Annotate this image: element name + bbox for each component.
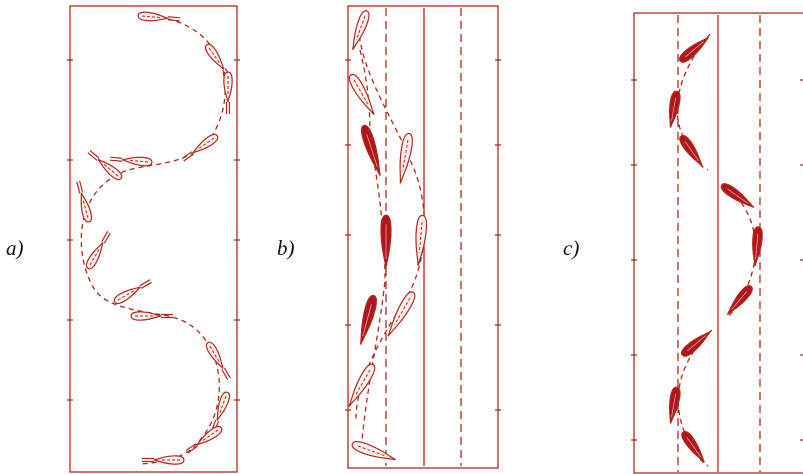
panel-b-body xyxy=(415,214,428,266)
leaf-midline xyxy=(103,163,119,177)
panel-c-body xyxy=(669,386,681,424)
leaf-midline xyxy=(418,221,423,253)
leaf-vein xyxy=(671,393,677,418)
leaf-vein xyxy=(755,233,759,260)
panel-b-body xyxy=(351,441,396,461)
leaf-solid-icon xyxy=(360,295,377,345)
panel-c-body xyxy=(726,285,753,315)
leaf-tail xyxy=(185,443,198,454)
panel-a-body xyxy=(142,455,185,465)
leaf-solid-icon xyxy=(752,226,763,267)
leaf-vein xyxy=(362,304,372,337)
panel-b-body xyxy=(360,295,377,345)
panel-a-body xyxy=(223,71,233,114)
panel-a-body xyxy=(130,311,173,321)
panel-b-body xyxy=(348,363,376,407)
panel-a-body xyxy=(185,425,223,454)
panel-c-body xyxy=(752,226,763,267)
panel-a xyxy=(67,5,240,473)
panel-c-body xyxy=(679,134,703,167)
panel-c-body xyxy=(720,183,755,209)
leaf-tail xyxy=(225,102,231,114)
panel-b xyxy=(345,5,501,469)
panel-a-body xyxy=(181,133,219,162)
leaf-outline-icon xyxy=(352,10,370,51)
leaf-outline-icon xyxy=(80,192,93,223)
leaf-midline xyxy=(208,47,220,64)
leaf-midline xyxy=(89,248,100,266)
leaf-midline xyxy=(209,345,220,363)
leaf-midline xyxy=(402,139,409,171)
panel-frame xyxy=(633,12,803,474)
leaf-midline xyxy=(394,297,411,325)
leaf-tail xyxy=(221,367,231,380)
leaf-vein xyxy=(684,141,700,162)
panel-a-body xyxy=(137,11,181,22)
panel-b-body xyxy=(387,291,416,337)
panel-c-body xyxy=(681,430,705,463)
leaf-tail xyxy=(161,313,173,319)
panel-frame xyxy=(347,5,499,469)
leaf-tail xyxy=(167,16,181,22)
panel-c-label: c) xyxy=(563,236,580,260)
leaf-vein xyxy=(684,41,704,58)
leaf-outline-icon xyxy=(216,391,231,421)
swim-path xyxy=(677,329,713,467)
leaf-vein xyxy=(366,134,378,168)
leaf-midline xyxy=(198,137,215,149)
leaf-midline xyxy=(202,429,219,441)
leaf-midline xyxy=(355,15,366,40)
panel-a-body xyxy=(205,341,231,380)
leaf-outline-icon xyxy=(351,441,396,461)
panel-b-body xyxy=(352,10,370,51)
leaf-vein xyxy=(671,97,677,122)
leaf-outline-icon xyxy=(399,132,413,184)
leaf-outline-icon xyxy=(348,363,376,407)
leaf-tail xyxy=(181,151,194,162)
leaf-vein xyxy=(731,290,748,310)
leaf-midline xyxy=(129,159,149,163)
leaf-outline-icon xyxy=(205,341,224,369)
panel-b-body xyxy=(348,73,375,116)
leaf-tail xyxy=(101,231,111,244)
panel-b-label: b) xyxy=(277,236,295,260)
panel-a-body xyxy=(85,231,111,270)
leaf-midline xyxy=(219,395,227,414)
panel-a-label: a) xyxy=(6,236,24,260)
panel-c-body xyxy=(679,36,709,63)
leaf-tail xyxy=(109,156,123,162)
leaf-outline-icon xyxy=(85,242,104,270)
panel-a-body xyxy=(76,180,93,223)
leaf-vein xyxy=(727,188,749,204)
leaf-tail xyxy=(139,279,152,289)
panel-b-body xyxy=(380,214,392,269)
leaf-vein xyxy=(686,437,702,458)
panel-a-body xyxy=(109,156,153,167)
leaf-midline xyxy=(141,15,161,19)
leaf-tail xyxy=(76,180,84,194)
leaf-midline xyxy=(117,290,135,301)
leaf-outline-icon xyxy=(387,291,416,337)
leaf-solid-icon xyxy=(360,124,381,177)
leaf-outline-icon xyxy=(348,73,375,116)
panel-a-body xyxy=(113,279,152,305)
leaf-outline-icon xyxy=(113,286,141,305)
panel-b-body xyxy=(399,132,413,184)
panel-a-body xyxy=(87,149,123,181)
leaf-vein xyxy=(686,335,706,352)
panel-c xyxy=(631,12,803,474)
panel-c-body xyxy=(681,330,711,357)
swim-path xyxy=(80,15,226,465)
leaf-outline-icon xyxy=(415,214,428,266)
leaf-tail xyxy=(142,457,154,463)
leaf-tail xyxy=(87,149,100,161)
panel-c-body xyxy=(669,90,681,128)
leaf-midline xyxy=(82,200,89,219)
panel-b-body xyxy=(360,124,381,177)
panel-frame xyxy=(69,5,238,473)
